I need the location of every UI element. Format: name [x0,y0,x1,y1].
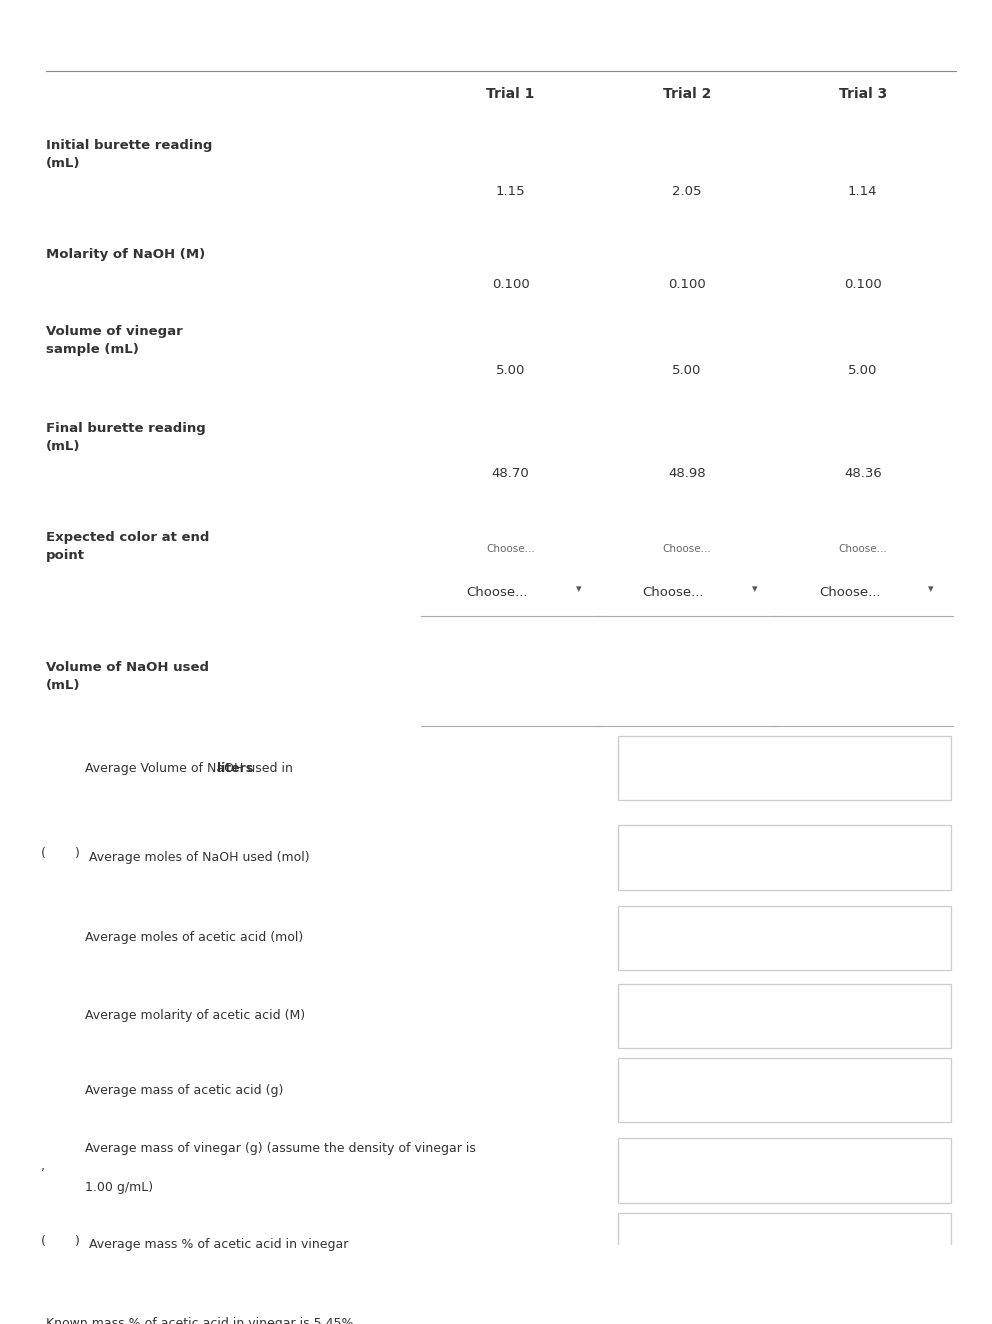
Text: Average moles of acetic acid (mol): Average moles of acetic acid (mol) [85,931,304,944]
Text: Choose...: Choose... [818,587,880,600]
Text: ): ) [75,847,80,861]
Text: 0.100: 0.100 [492,278,530,291]
FancyBboxPatch shape [618,1058,950,1123]
Text: (: ( [42,1235,46,1247]
Text: Choose...: Choose... [486,544,535,555]
Text: Average molarity of acetic acid (M): Average molarity of acetic acid (M) [85,1009,306,1022]
FancyBboxPatch shape [618,906,950,970]
Text: Average mass of vinegar (g) (assume the density of vinegar is: Average mass of vinegar (g) (assume the … [85,1141,476,1155]
Text: liters: liters [217,761,253,775]
FancyBboxPatch shape [618,1213,950,1278]
FancyBboxPatch shape [618,1139,950,1202]
Text: Volume of NaOH used
(mL): Volume of NaOH used (mL) [46,661,209,691]
Text: Initial burette reading
(mL): Initial burette reading (mL) [46,139,212,171]
Text: Known mass % of acetic acid in vinegar is 5.45%: Known mass % of acetic acid in vinegar i… [46,1317,353,1324]
Text: 5.00: 5.00 [848,364,878,377]
Text: Average mass of acetic acid (g): Average mass of acetic acid (g) [85,1083,284,1096]
Text: 48.36: 48.36 [844,467,882,481]
Text: 5.00: 5.00 [496,364,526,377]
Text: Volume of vinegar
sample (mL): Volume of vinegar sample (mL) [46,326,183,356]
Text: Expected color at end
point: Expected color at end point [46,531,209,561]
Text: ): ) [75,1235,80,1247]
Text: 1.15: 1.15 [496,185,526,197]
Text: Choose...: Choose... [663,544,711,555]
Text: ▾: ▾ [929,584,934,594]
Text: Choose...: Choose... [643,587,704,600]
Text: 1.14: 1.14 [848,185,878,197]
Text: 48.70: 48.70 [492,467,530,481]
Text: 1.00 g/mL): 1.00 g/mL) [85,1181,154,1194]
Text: ▾: ▾ [752,584,758,594]
Text: Trial 2: Trial 2 [663,87,711,102]
Text: 48.98: 48.98 [668,467,705,481]
Text: Choose...: Choose... [838,544,887,555]
FancyBboxPatch shape [618,825,950,890]
Text: Choose...: Choose... [466,587,528,600]
Text: 2.05: 2.05 [672,185,701,197]
FancyBboxPatch shape [618,736,950,801]
Text: 0.100: 0.100 [668,278,705,291]
Text: Final burette reading
(mL): Final burette reading (mL) [46,421,205,453]
Text: Molarity of NaOH (M): Molarity of NaOH (M) [46,249,205,261]
Text: Average Volume of NaOH used in: Average Volume of NaOH used in [85,761,297,775]
Text: Trial 3: Trial 3 [838,87,887,102]
FancyBboxPatch shape [618,984,950,1049]
Text: 5.00: 5.00 [672,364,701,377]
Text: Average moles of NaOH used (mol): Average moles of NaOH used (mol) [85,851,310,865]
Text: ▾: ▾ [576,584,582,594]
Text: Trial 1: Trial 1 [486,87,535,102]
Text: (: ( [42,847,46,861]
Text: ,: , [42,1160,46,1173]
Text: 0.100: 0.100 [844,278,882,291]
Text: Average mass % of acetic acid in vinegar: Average mass % of acetic acid in vinegar [85,1238,348,1251]
